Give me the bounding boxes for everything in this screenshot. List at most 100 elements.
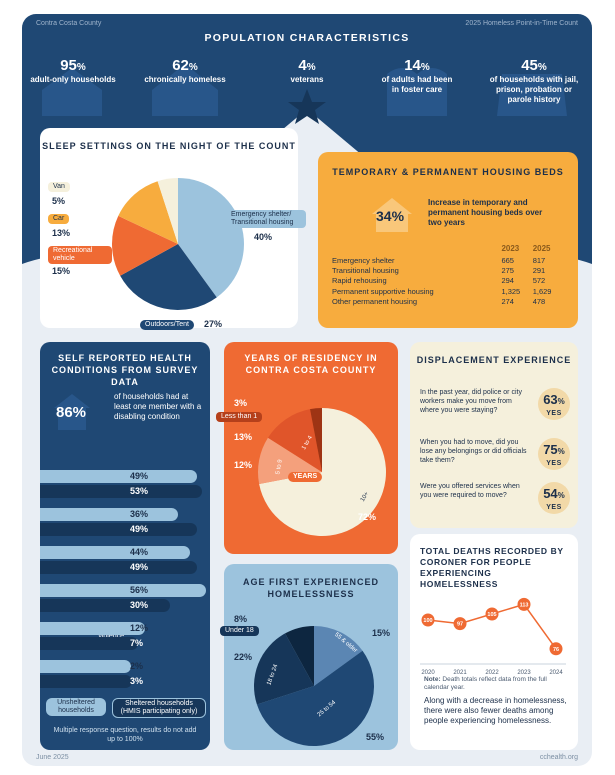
residency-slice-less1 (310, 408, 322, 472)
age-slice-25to54 (256, 650, 374, 746)
table-row: Transitional housing 275 291 (332, 265, 546, 275)
footer-site: cchealth.org (539, 754, 578, 761)
footer-date: June 2025 (36, 754, 69, 761)
displacement-title: DISPLACEMENT EXPERIENCE (416, 355, 572, 365)
sheltered-bar: 3% (40, 675, 143, 688)
stat-foster-care: 14% of adults had been in foster care (381, 57, 453, 94)
sleep-pie (112, 178, 244, 310)
displacement-card: DISPLACEMENT EXPERIENCE In the past year… (410, 342, 578, 528)
age-title: AGE FIRST EXPERIENCED HOMELESSNESS (242, 577, 380, 599)
county-name: Contra Costa County (36, 20, 102, 27)
health-title: SELF REPORTED HEALTH CONDITIONS FROM SUR… (51, 353, 199, 387)
age-pie (254, 626, 374, 746)
less1-pct: 3% (234, 398, 248, 408)
deaths-title: TOTAL DEATHS RECORDED BY CORONER FOR PEO… (420, 546, 564, 589)
s59-pct: 12% (234, 460, 253, 470)
sleep-title: SLEEP SETTINGS ON THE NIGHT OF THE COUNT (42, 141, 296, 151)
deaths-summary: Along with a decrease in homelessness, t… (424, 696, 567, 725)
beds-table: 2023 2025 Emergency shelter 665 817 Transit… (332, 242, 564, 306)
beds-increase: 34% (376, 208, 405, 224)
less1-label: Less than 1 (216, 412, 263, 422)
report-name: 2025 Homeless Point-in-Time Count (465, 20, 578, 27)
u18-label: Under 18 (220, 626, 259, 636)
displacement-pct3: 54% YES (538, 482, 570, 514)
deaths-line-chart: 100 2020 97 2021 105 2022 113 2023 76 2024 (420, 597, 566, 676)
van-label: Van (48, 182, 70, 192)
heart-hands-icon (387, 68, 447, 116)
x-tick-label: 2020 (421, 670, 435, 676)
a1824-pct: 22% (234, 652, 253, 662)
sleep-slice-van (157, 178, 178, 244)
sleep-slice-outdoors (120, 244, 217, 310)
displacement-q2: When you had to move, did you lose any b… (420, 439, 527, 464)
health-note: Multiple response question, results do n… (53, 727, 197, 743)
displacement-pct2: 75% YES (538, 438, 570, 470)
age-slice-under18 (285, 626, 314, 686)
house-icon (54, 394, 90, 430)
health-big-text: of households had at least one member wi… (114, 392, 202, 421)
unsheltered-bar: 49% (40, 470, 197, 483)
sheltered-bar: 49% (40, 561, 197, 574)
displacement-q1: In the past year, did police or city wor… (420, 389, 522, 414)
deaths-data-label: 97 (457, 622, 463, 628)
star-icon (288, 89, 326, 124)
sheltered-bar: 53% (40, 485, 203, 498)
stat-adult-only: 95% adult-only households (30, 57, 116, 84)
shelter-pct: 40% (254, 232, 273, 242)
displacement-pct1: 63% YES (538, 388, 570, 420)
deaths-note: Note: Death totals reflect data from the… (424, 676, 547, 691)
beds-increase-text: Increase in temporary and permanent hous… (428, 198, 543, 227)
outdoors-label: Outdoors/Tent (140, 320, 194, 330)
house-icon (152, 64, 218, 116)
x-tick-label: 2023 (517, 670, 531, 676)
residency-slice-1to4 (267, 409, 322, 472)
deaths-point (517, 597, 531, 611)
deaths-point (421, 613, 435, 627)
deaths-data-label: 76 (553, 647, 559, 653)
displacement-q3: Were you offered services when you were … (420, 483, 520, 499)
outdoors-pct: 27% (204, 319, 223, 329)
x-tick-label: 2021 (453, 670, 467, 676)
rv-label: Recreational vehicle (48, 246, 112, 264)
house-icon (372, 198, 412, 232)
deaths-point (549, 642, 563, 656)
stat-chronic: 62% chronically homeless (144, 57, 226, 84)
unsheltered-bar: 56% (40, 584, 207, 597)
house-icon (42, 68, 102, 116)
rv-pct: 15% (52, 266, 71, 276)
legend-unsheltered: Unsheltered households (46, 698, 106, 716)
car-pct: 13% (52, 228, 71, 238)
infographic-frame: Contra Costa County 2025 Homeless Point-… (22, 14, 592, 766)
sheltered-bar: 30% (40, 599, 170, 612)
table-row: Other permanent housing 274 478 (332, 296, 546, 306)
deaths-data-label: 113 (520, 602, 529, 608)
health-conditions-card: SELF REPORTED HEALTH CONDITIONS FROM SUR… (40, 342, 210, 750)
unsheltered-bar: 2% (40, 660, 143, 673)
table-row: Emergency shelter 665 817 (332, 255, 546, 265)
x-tick-label: 2024 (549, 670, 563, 676)
u18-pct: 8% (234, 614, 248, 624)
building-icon (497, 74, 567, 116)
col-2025: 2025 (532, 244, 551, 253)
deaths-point (453, 617, 467, 631)
stat-jail-history: 45% of households with jail, prison, pro… (489, 57, 579, 104)
sleep-slice-car (118, 181, 178, 244)
table-row: Permanent supportive housing 1,325 1,629 (332, 286, 552, 296)
health-big-pct: 86% (56, 404, 87, 421)
deaths-point (485, 607, 499, 621)
x-tick-label: 2022 (485, 670, 499, 676)
residency-card: YEARS OF RESIDENCY IN CONTRA COSTA COUNT… (216, 342, 398, 554)
table-row: Rapid rehousing 294 572 (332, 276, 546, 286)
col-2023: 2023 (501, 244, 520, 253)
housing-beds-card: TEMPORARY & PERMANENT HOUSING BEDS 34% I… (318, 152, 578, 328)
population-title: POPULATION CHARACTERISTICS (204, 32, 410, 44)
a55-pct: 15% (372, 628, 391, 638)
deaths-card: TOTAL DEATHS RECORDED BY CORONER FOR PEO… (410, 534, 578, 750)
deaths-data-label: 105 (487, 612, 496, 618)
age-slice-55plus (314, 626, 363, 686)
deaths-data-label: 100 (423, 618, 432, 624)
unsheltered-bar: 12% (40, 622, 148, 635)
sleep-slice-rv (112, 215, 178, 276)
sheltered-bar: 7% (40, 637, 143, 650)
residency-title: YEARS OF RESIDENCY IN CONTRA COSTA COUNT… (244, 353, 378, 375)
